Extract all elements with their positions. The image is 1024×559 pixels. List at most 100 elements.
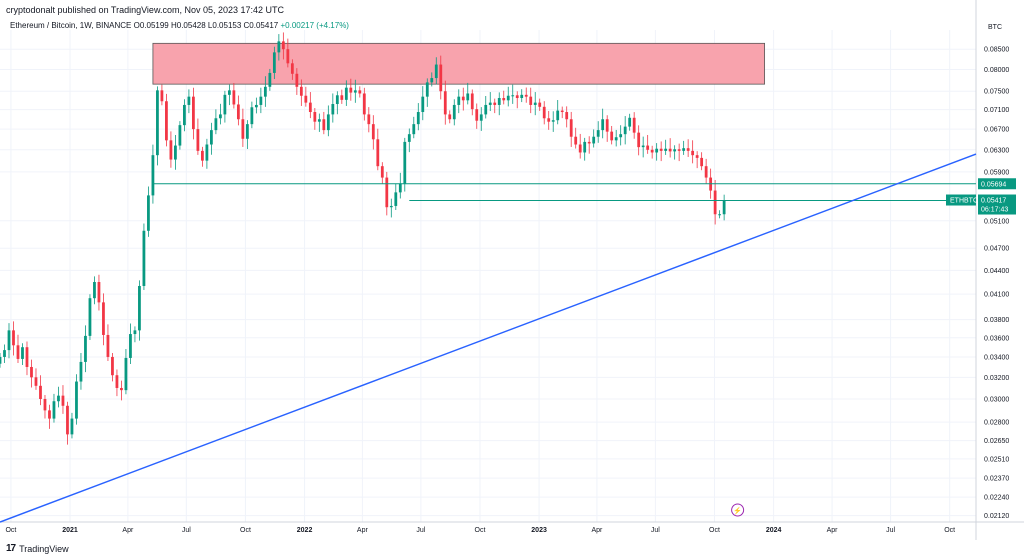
candle-body: [236, 104, 240, 120]
last-price-countdown: 06:17:43: [981, 207, 1008, 214]
y-tick-label: 0.03600: [984, 335, 1009, 342]
candle-body: [497, 98, 501, 105]
candle-body: [430, 78, 434, 83]
candle-body: [367, 114, 371, 125]
candle-body: [610, 131, 614, 141]
trendline: [0, 153, 977, 523]
candle-body: [479, 114, 483, 121]
candle-body: [250, 107, 254, 125]
y-tick-label: 0.06300: [984, 147, 1009, 154]
candle-body: [592, 136, 596, 144]
candle-body: [547, 118, 551, 122]
candle-body: [66, 405, 69, 435]
candle-body: [556, 110, 560, 121]
y-tick-label: 0.03400: [984, 354, 1009, 361]
y-tick-label: 0.04100: [984, 292, 1009, 299]
candle-body: [718, 214, 722, 216]
candle-body: [511, 95, 515, 97]
x-tick-label: 2021: [62, 527, 78, 534]
candle-body: [470, 93, 474, 110]
last-price-value: 0.05417: [981, 198, 1006, 205]
publisher-text: cryptodonalt published on TradingView.co…: [6, 5, 285, 15]
candle-body: [52, 401, 56, 419]
candle-body: [183, 104, 186, 126]
candle-body: [241, 119, 245, 139]
candle-body: [349, 87, 353, 93]
y-tick-label: 0.04700: [984, 246, 1009, 253]
candle-body: [637, 132, 641, 148]
candle-body: [551, 120, 555, 122]
candle-body: [421, 96, 425, 113]
candle-body: [290, 63, 294, 74]
candle-body: [524, 94, 528, 97]
candle-body: [201, 150, 204, 161]
candle-body: [196, 129, 200, 151]
candle-body: [115, 375, 119, 388]
candle-body: [16, 345, 20, 359]
last-price-tag-bg: [978, 194, 1016, 215]
x-tick-label: 2023: [531, 527, 547, 534]
candle-body: [174, 145, 177, 160]
symbol-description: Ethereum / Bitcoin, 1W, BINANCE: [10, 21, 132, 30]
candle-body: [227, 90, 231, 95]
candle-body: [331, 104, 335, 115]
y-tick-label: 0.08500: [984, 47, 1009, 54]
candle-body: [695, 155, 699, 158]
candle-body: [25, 347, 29, 367]
candle-body: [713, 190, 717, 215]
candle-body: [340, 95, 344, 100]
candle-body: [326, 114, 330, 131]
candle-body: [686, 148, 690, 151]
candle-body: [506, 95, 510, 101]
candle-body: [722, 200, 726, 215]
tradingview-brand: 17 TradingView: [6, 543, 69, 554]
candle-body: [75, 381, 78, 419]
candle-body: [156, 90, 159, 156]
candle-body: [623, 126, 627, 135]
candle-body: [263, 86, 267, 97]
candle-body: [218, 114, 222, 119]
candle-body: [169, 140, 173, 160]
candle-body: [106, 334, 110, 357]
x-tick-label: Jul: [886, 527, 895, 534]
candle-body: [632, 117, 636, 133]
candle-body: [574, 136, 578, 145]
y-tick-label: 0.02370: [984, 476, 1009, 483]
candle-body: [34, 377, 38, 386]
candle-body: [466, 93, 470, 101]
high-value: H0.05428: [170, 21, 206, 30]
y-tick-label: 0.04400: [984, 268, 1009, 275]
candle-body: [412, 124, 416, 135]
candle-body: [520, 94, 524, 99]
candle-body: [295, 73, 299, 87]
support-price-tag-bg: [978, 178, 1016, 190]
candle-body: [664, 148, 668, 151]
candle-body: [70, 418, 74, 435]
candle-body: [142, 230, 146, 286]
candle-body: [538, 102, 542, 107]
y-tick-label: 0.02510: [984, 456, 1009, 463]
symbol-info: Ethereum / Bitcoin, 1W, BINANCE O0.05199…: [10, 21, 349, 30]
candle-body: [317, 119, 321, 122]
event-lightning-glyph: ⚡: [733, 506, 742, 515]
candle-body: [187, 96, 191, 105]
candle-body: [313, 112, 317, 122]
candle-body: [353, 90, 357, 93]
x-tick-label: Jul: [182, 527, 191, 534]
candle-body: [376, 139, 380, 167]
candle-body: [655, 148, 659, 153]
candle-body: [214, 118, 218, 131]
candle-body: [493, 102, 497, 105]
candle-body: [286, 49, 290, 64]
candle-body: [223, 94, 227, 115]
candle-body: [259, 96, 263, 105]
candle-body: [578, 144, 582, 153]
candle-body: [385, 177, 389, 208]
currency-label: BTC: [988, 24, 1002, 31]
candle-body: [124, 357, 128, 391]
resistance-zone: [152, 42, 766, 85]
candle-body: [362, 93, 366, 115]
low-value: L0.05153: [207, 21, 242, 30]
candle-body: [434, 64, 438, 79]
